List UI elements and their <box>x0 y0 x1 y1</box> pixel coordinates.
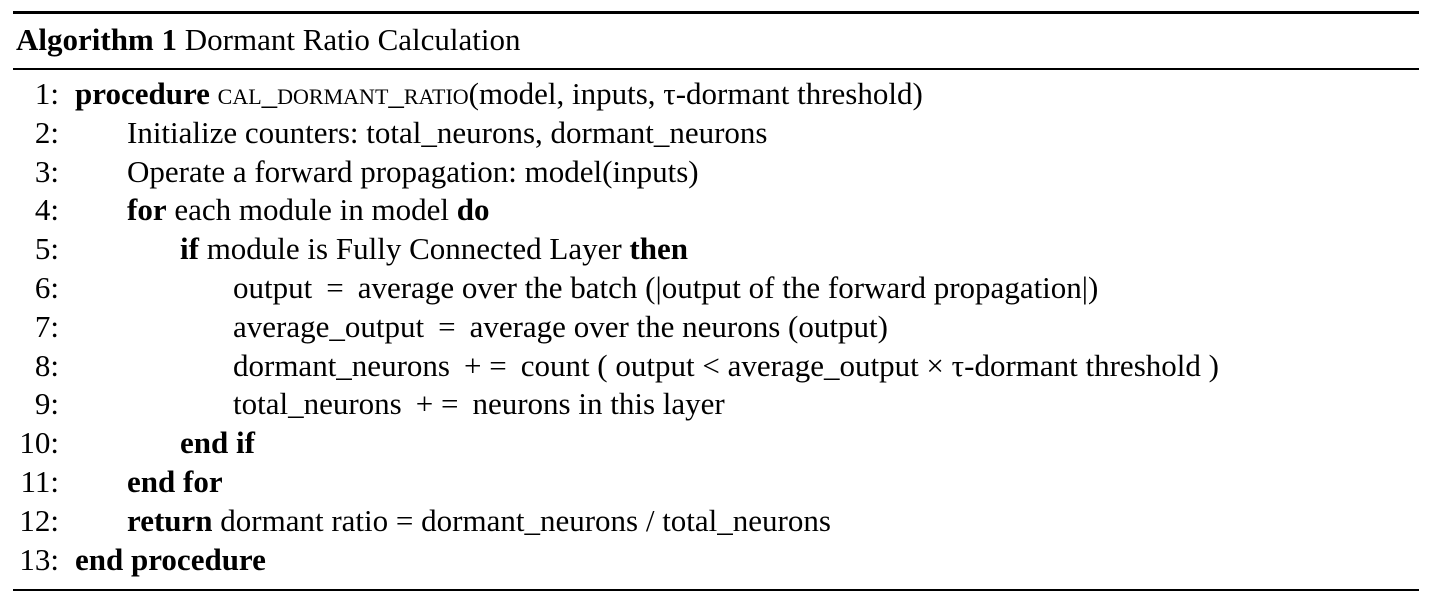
line-text: Operate a forward propagation: model(inp… <box>127 153 699 189</box>
keyword: then <box>629 231 688 267</box>
keyword: end if <box>180 425 255 461</box>
algo-line-5: 5: if module is Fully Connected Layer th… <box>13 230 1419 269</box>
keyword: end procedure <box>75 541 266 577</box>
algo-line-13: 13: end procedure <box>13 541 1419 580</box>
algo-line-11: 11: end for <box>13 463 1419 502</box>
line-code: for each module in model do <box>127 191 489 230</box>
operator: + = <box>415 386 459 422</box>
line-number: 10: <box>19 425 59 461</box>
line-number: 4: <box>34 192 59 228</box>
line-code: Initialize counters: total_neurons, dorm… <box>127 114 768 153</box>
line-text: (model, inputs, τ-dormant threshold) <box>468 76 923 111</box>
operator: = <box>438 308 456 344</box>
line-number: 1: <box>34 76 59 111</box>
line-number: 11: <box>20 463 59 499</box>
bottom-rule <box>13 589 1419 592</box>
line-text: Initialize counters: total_neurons, dorm… <box>127 114 768 150</box>
algo-line-10: 10: end if <box>13 424 1419 463</box>
line-code: Operate a forward propagation: model(inp… <box>127 153 699 192</box>
assign-value: neurons in this layer <box>472 386 725 422</box>
algo-line-1: 1: procedure cal_dormant_ratio(model, in… <box>13 75 1419 114</box>
algorithm-caption: Algorithm 1 Dormant Ratio Calculation <box>16 21 1419 59</box>
keyword: if <box>180 231 199 267</box>
assign-value: average over the batch (|output of the f… <box>357 269 1099 305</box>
line-text: dormant ratio = dormant_neurons / total_… <box>220 502 831 538</box>
keyword: procedure <box>75 76 210 111</box>
algo-line-4: 4: for each module in model do <box>13 191 1419 230</box>
line-code: end procedure <box>75 541 266 580</box>
operator: + = <box>463 347 507 383</box>
line-code: procedure cal_dormant_ratio(model, input… <box>75 75 923 114</box>
operator: = <box>326 269 344 305</box>
line-code: if module is Fully Connected Layer then <box>180 230 688 269</box>
algo-line-2: 2: Initialize counters: total_neurons, d… <box>13 114 1419 153</box>
line-number: 13: <box>19 541 59 577</box>
top-rule <box>13 11 1419 14</box>
line-code: average_output = average over the neurons … <box>233 308 888 347</box>
algo-line-7: 7: average_output = average over the neuro… <box>13 308 1419 347</box>
algorithm-block: Algorithm 1 Dormant Ratio Calculation 1:… <box>13 11 1419 592</box>
caption-title: Dormant Ratio Calculation <box>184 22 521 57</box>
line-code: return dormant ratio = dormant_neurons /… <box>127 502 831 541</box>
assign-value: count ( output < average_output × τ-dorm… <box>520 347 1219 383</box>
keyword: return <box>127 502 213 538</box>
assign-target: total_neurons <box>233 386 402 422</box>
algo-line-6: 6: output = average over the batch (|outpu… <box>13 269 1419 308</box>
algo-line-9: 9: total_neurons + = neurons in this layer <box>13 385 1419 424</box>
line-number: 6: <box>34 269 59 305</box>
line-code: end for <box>127 463 223 502</box>
line-number: 5: <box>34 231 59 267</box>
algo-line-8: 8: dormant_neurons + = count ( output < av… <box>13 347 1419 386</box>
line-code: total_neurons + = neurons in this layer <box>233 385 725 424</box>
assign-target: output <box>233 269 313 305</box>
line-number: 2: <box>34 114 59 150</box>
line-number: 8: <box>34 347 59 383</box>
algo-line-12: 12: return dormant ratio = dormant_neuro… <box>13 502 1419 541</box>
line-text: each module in model <box>174 192 449 228</box>
algorithm-lines: 1: procedure cal_dormant_ratio(model, in… <box>13 75 1419 579</box>
keyword: for <box>127 192 167 228</box>
assign-value: average over the neurons (output) <box>469 308 888 344</box>
line-text: module is Fully Connected Layer <box>206 231 622 267</box>
line-number: 7: <box>34 308 59 344</box>
keyword: end for <box>127 463 223 499</box>
line-number: 12: <box>19 502 59 538</box>
algo-line-3: 3: Operate a forward propagation: model(… <box>13 153 1419 192</box>
procedure-name: cal_dormant_ratio <box>217 76 469 111</box>
caption-label: Algorithm 1 <box>16 22 178 57</box>
line-code: dormant_neurons + = count ( output < avera… <box>233 347 1219 386</box>
line-number: 3: <box>34 153 59 189</box>
line-code: end if <box>180 424 255 463</box>
line-code: output = average over the batch (|output o… <box>233 269 1098 308</box>
assign-target: dormant_neurons <box>233 347 450 383</box>
keyword: do <box>456 192 490 228</box>
line-number: 9: <box>34 386 59 422</box>
assign-target: average_output <box>233 308 425 344</box>
caption-rule <box>13 68 1419 70</box>
